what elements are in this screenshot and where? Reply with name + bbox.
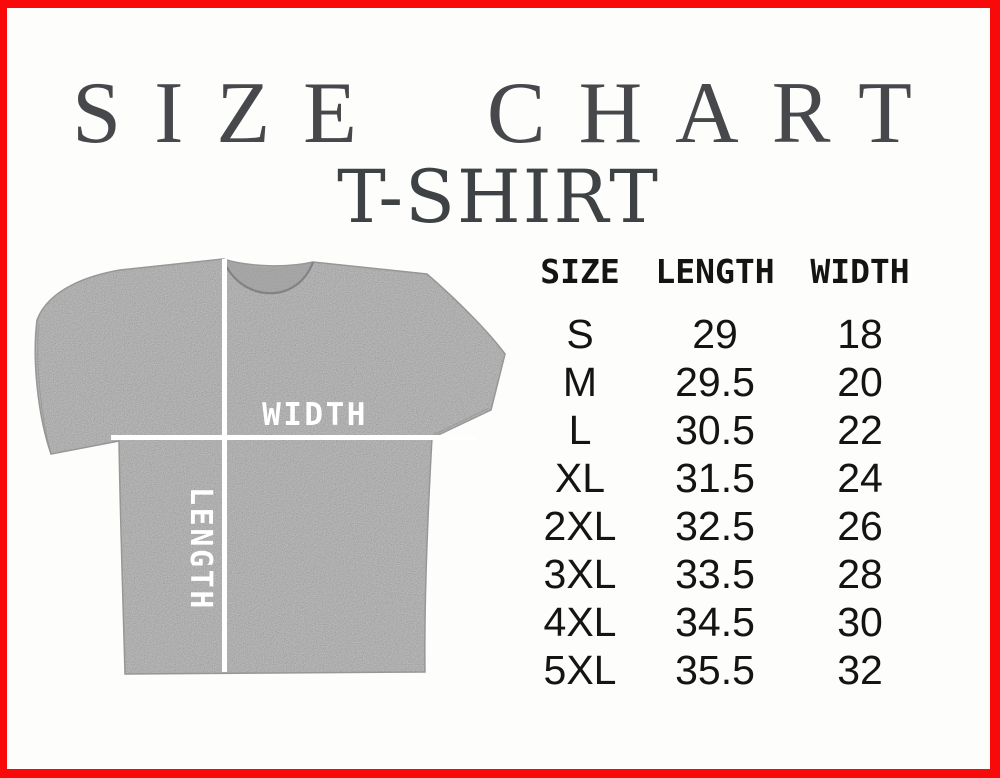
length-measure-label: LENGTH — [183, 487, 218, 611]
size-cell: M — [562, 358, 598, 405]
length-cell: 35.5 — [675, 646, 755, 693]
page-title: SIZE CHART — [72, 65, 945, 162]
table-row: S 29 18 — [507, 310, 957, 358]
width-cell: 22 — [837, 406, 883, 453]
tshirt-fabric — [35, 259, 505, 674]
length-cell: 33.5 — [675, 550, 755, 597]
length-cell: 32.5 — [675, 502, 755, 549]
size-cell: 2XL — [543, 502, 617, 549]
table-row: 4XL 34.5 30 — [507, 598, 957, 646]
tshirt-outline — [34, 258, 506, 675]
size-cell: 5XL — [543, 646, 617, 693]
width-cell: 26 — [837, 502, 883, 549]
size-table: SIZE LENGTH WIDTH S 29 18 M 29.5 20 L 30… — [507, 248, 957, 694]
length-measure-line — [222, 259, 227, 672]
width-cell: 30 — [837, 598, 883, 645]
length-cell: 34.5 — [675, 598, 755, 645]
page-subtitle: T-SHIRT — [337, 155, 660, 240]
length-cell: 31.5 — [675, 454, 755, 501]
length-cell: 29 — [692, 310, 738, 357]
width-measure-label: WIDTH — [262, 397, 368, 433]
left-sleeve-hem — [37, 323, 52, 455]
size-cell: S — [566, 310, 594, 357]
width-cell: 28 — [837, 550, 883, 597]
table-row: L 30.5 22 — [507, 406, 957, 454]
size-cell: L — [568, 406, 592, 453]
table-row: 3XL 33.5 28 — [507, 550, 957, 598]
table-header-row: SIZE LENGTH WIDTH — [507, 248, 957, 294]
table-row: XL 31.5 24 — [507, 454, 957, 502]
collar-band — [223, 259, 313, 294]
table-row: 5XL 35.5 32 — [507, 646, 957, 694]
length-cell: 29.5 — [675, 358, 755, 405]
tshirt-graphic: WIDTH LENGTH — [34, 258, 506, 675]
collar-curve — [221, 258, 315, 295]
size-cell: XL — [554, 454, 606, 501]
length-cell: 30.5 — [675, 406, 755, 453]
width-cell: 32 — [837, 646, 883, 693]
column-header-width: WIDTH — [810, 251, 910, 291]
table-row: M 29.5 20 — [507, 358, 957, 406]
width-cell: 18 — [837, 310, 883, 357]
width-cell: 24 — [837, 454, 883, 501]
size-cell: 3XL — [543, 550, 617, 597]
column-header-size: SIZE — [540, 251, 620, 291]
width-measure-line — [111, 435, 475, 440]
right-sleeve-hem — [430, 407, 490, 437]
width-cell: 20 — [837, 358, 883, 405]
size-cell: 4XL — [543, 598, 617, 645]
table-row: 2XL 32.5 26 — [507, 502, 957, 550]
column-header-length: LENGTH — [655, 251, 775, 291]
